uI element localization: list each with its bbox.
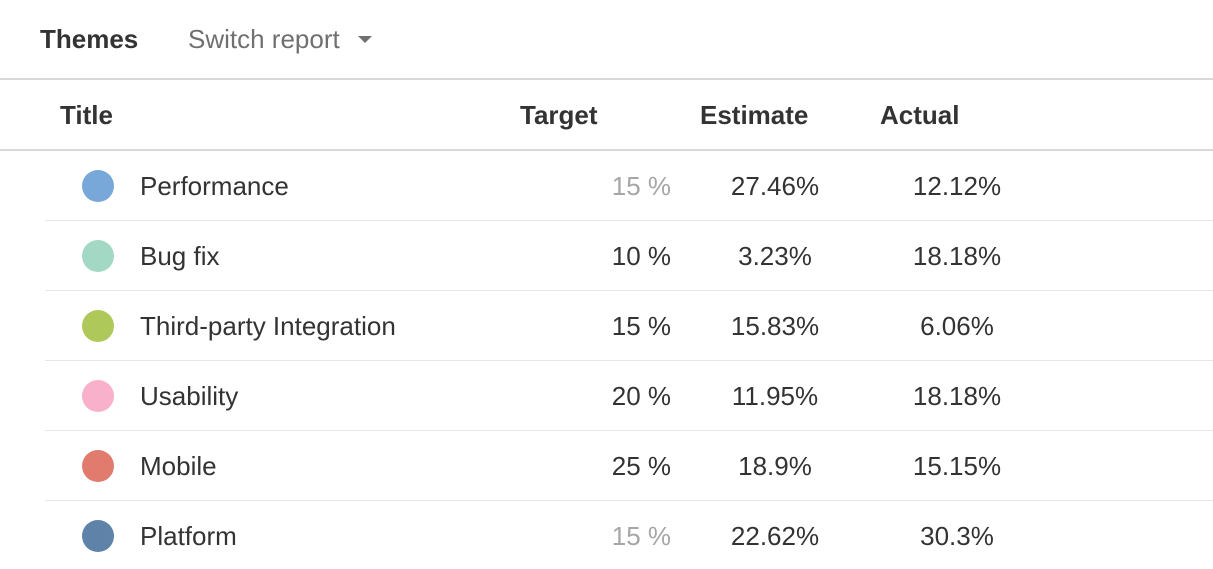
theme-title: Mobile [140,451,217,481]
theme-estimate: 11.95% [731,381,819,411]
page-title: Themes [40,24,139,54]
theme-actual: 30.3% [920,521,994,551]
theme-estimate: 15.83% [730,311,820,341]
theme-title: Bug fix [140,241,220,271]
theme-title: Performance [140,171,289,201]
table-row[interactable]: Third-party Integration 15 % 15.83% 6.06… [45,291,1213,361]
table-header: Title Target Estimate Actual [0,80,1213,151]
theme-target: 15 % [611,311,671,341]
theme-estimate: 22.62% [730,521,820,551]
table-row[interactable]: Platform 15 % 22.62% 30.3% [45,501,1213,569]
theme-color-dot [82,240,114,272]
theme-actual: 18.18% [912,381,1002,411]
column-header-estimate[interactable]: Estimate [700,100,809,130]
theme-actual: 6.06% [920,311,994,341]
theme-color-dot [82,170,114,202]
theme-actual: 12.12% [912,171,1002,201]
theme-title: Platform [140,521,237,551]
theme-color-dot [82,380,114,412]
theme-target: 15 % [611,171,671,201]
theme-color-dot [82,450,114,482]
switch-report-dropdown[interactable]: Switch report [188,24,372,55]
theme-actual: 18.18% [912,241,1002,271]
theme-actual: 15.15% [912,451,1002,481]
theme-estimate: 18.9% [738,451,812,481]
theme-estimate: 27.46% [730,171,820,201]
theme-target: 25 % [611,451,671,481]
report-header: Themes Switch report [0,0,1213,80]
theme-title: Usability [140,381,239,411]
caret-down-icon [357,36,372,43]
table-row[interactable]: Performance 15 % 27.46% 12.12% [45,151,1213,221]
table-row[interactable]: Bug fix 10 % 3.23% 18.18% [45,221,1213,291]
theme-color-dot [82,520,114,552]
theme-title: Third-party Integration [140,311,396,341]
switch-report-label: Switch report [188,24,340,54]
table-row[interactable]: Mobile 25 % 18.9% 15.15% [45,431,1213,501]
theme-color-dot [82,310,114,342]
theme-target: 10 % [611,241,671,271]
themes-table-body: Performance 15 % 27.46% 12.12% Bug fix 1… [0,151,1213,569]
theme-estimate: 3.23% [738,241,812,271]
column-header-actual[interactable]: Actual [880,100,960,130]
theme-target: 15 % [611,521,671,551]
table-row[interactable]: Usability 20 % 11.95% 18.18% [45,361,1213,431]
column-header-title[interactable]: Title [60,100,113,130]
column-header-target[interactable]: Target [520,100,598,130]
theme-target: 20 % [611,381,671,411]
